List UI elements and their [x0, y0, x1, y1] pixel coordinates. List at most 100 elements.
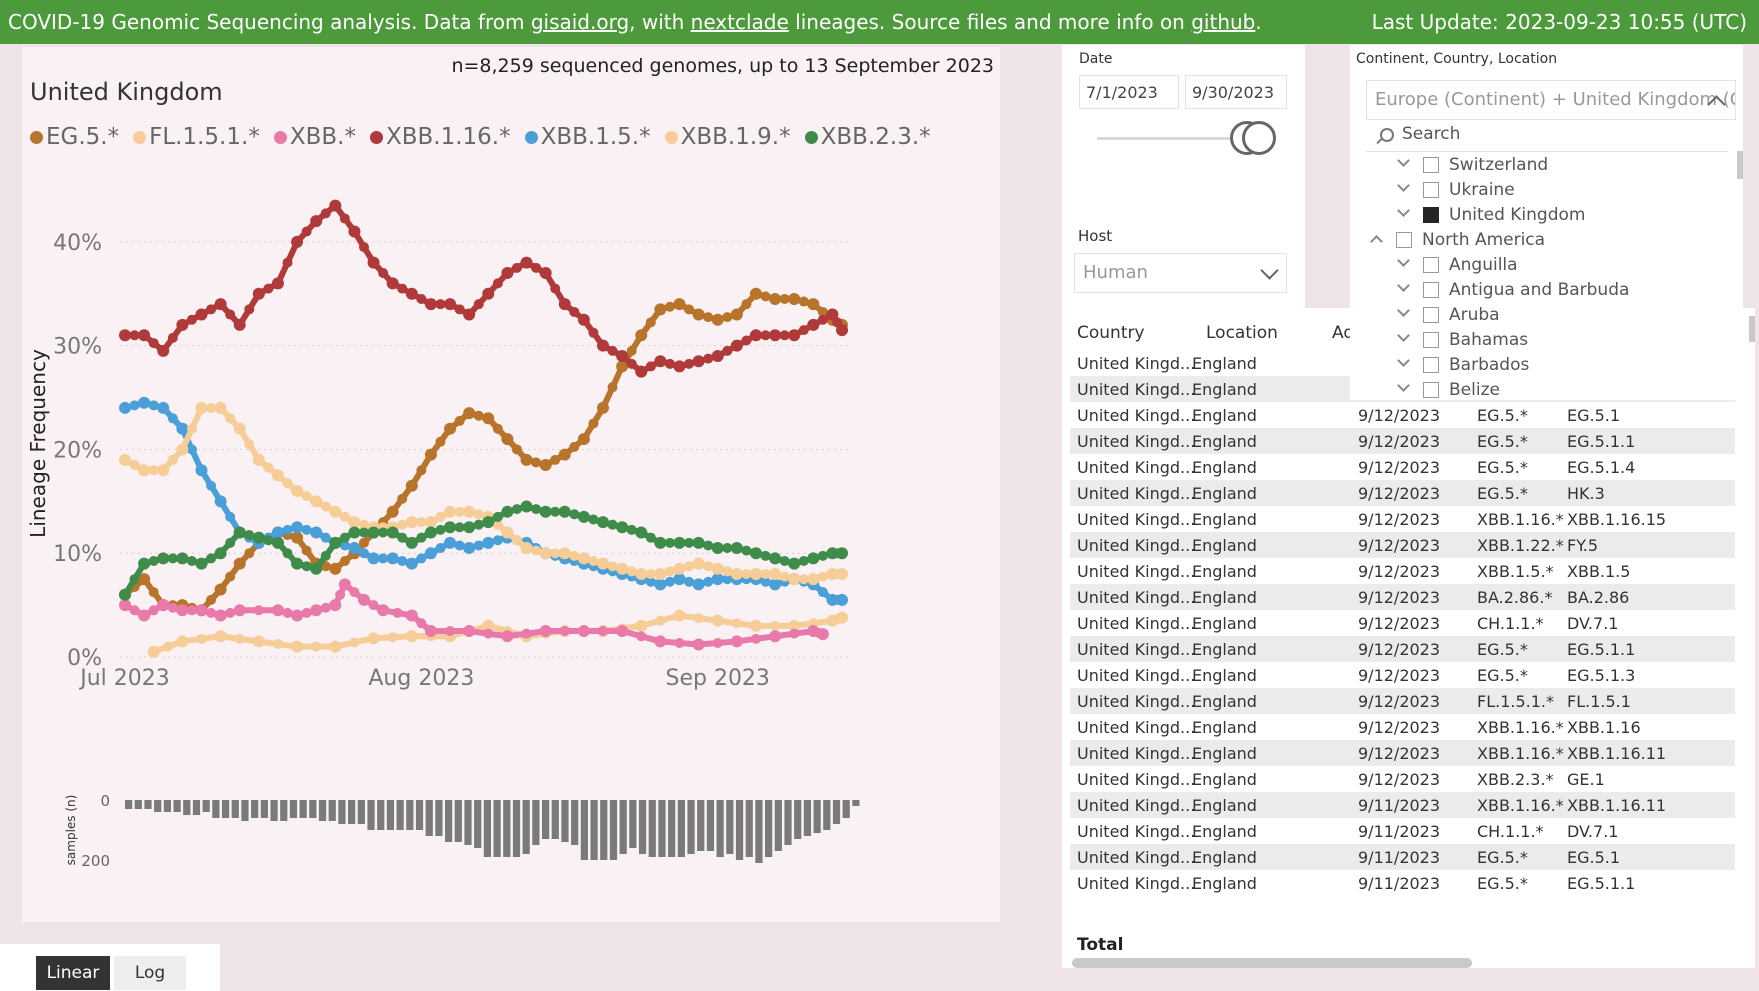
column-header-location[interactable]: Location — [1206, 323, 1278, 343]
table-row[interactable]: United Kingd... England 9/12/2023 XBB.1.16.… — [1070, 740, 1735, 766]
data-point — [435, 524, 446, 535]
chevron-down-icon[interactable] — [1397, 179, 1410, 192]
chevron-down-icon[interactable] — [1397, 329, 1410, 342]
legend-item[interactable]: EG.5.* — [30, 124, 119, 150]
table-horizontal-scrollbar[interactable] — [1072, 958, 1472, 968]
checkbox[interactable] — [1423, 357, 1439, 373]
data-point — [645, 317, 656, 328]
table-cell: United Kingd... — [1077, 640, 1196, 659]
data-point — [836, 547, 848, 560]
geo-option[interactable]: Anguilla — [1366, 253, 1728, 278]
date-end-input[interactable]: 9/30/2023 — [1185, 75, 1287, 109]
legend-item[interactable]: XBB.1.16.* — [369, 124, 511, 150]
geo-search-input[interactable]: Search — [1366, 120, 1728, 152]
table-row[interactable]: United Kingd... England 9/12/2023 XBB.2.3.*… — [1070, 766, 1735, 792]
chevron-down-icon[interactable] — [1397, 279, 1410, 292]
samples-bar — [726, 800, 734, 854]
geo-list-scrollbar[interactable] — [1737, 151, 1743, 179]
data-point — [138, 573, 151, 586]
data-point — [684, 304, 695, 315]
legend-item[interactable]: XBB.* — [273, 124, 356, 150]
date-slider-track[interactable] — [1097, 137, 1257, 140]
data-point — [271, 526, 284, 539]
legend-item[interactable]: XBB.2.3.* — [804, 124, 931, 150]
samples-bar — [280, 800, 288, 821]
gisaid-link[interactable]: gisaid.org — [530, 10, 630, 34]
table-cell: England — [1192, 666, 1257, 685]
geo-option[interactable]: North America — [1366, 228, 1728, 253]
data-point — [416, 465, 427, 476]
host-filter: Host Human — [1062, 215, 1305, 310]
column-header-country[interactable]: Country — [1077, 323, 1145, 343]
log-button[interactable]: Log — [114, 956, 186, 990]
github-link[interactable]: github — [1191, 10, 1256, 34]
host-select[interactable]: Human — [1074, 253, 1287, 293]
data-point — [492, 511, 503, 522]
table-row[interactable]: United Kingd... England 9/12/2023 XBB.1.22.… — [1070, 532, 1735, 558]
data-point — [531, 545, 542, 556]
table-row[interactable]: United Kingd... England 9/12/2023 EG.5.* EG.… — [1070, 636, 1735, 662]
table-row[interactable]: United Kingd... England 9/12/2023 EG.5.* EG.… — [1070, 428, 1735, 454]
table-row[interactable]: United Kingd... England 9/12/2023 EG.5.* EG.… — [1070, 402, 1735, 428]
table-row[interactable]: United Kingd... England 9/12/2023 XBB.1.16.… — [1070, 714, 1735, 740]
chevron-down-icon[interactable] — [1397, 304, 1410, 317]
table-row[interactable]: United Kingd... England 9/11/2023 EG.5.* EG.… — [1070, 844, 1735, 870]
data-point — [252, 287, 265, 300]
chevron-up-icon[interactable] — [1370, 235, 1383, 248]
chevron-down-icon[interactable] — [1397, 354, 1410, 367]
table-row[interactable]: United Kingd... England 9/11/2023 EG.5.* EG.… — [1070, 870, 1735, 895]
geo-option[interactable]: Ukraine — [1366, 178, 1728, 203]
table-row[interactable]: United Kingd... England 9/12/2023 BA.2.86.*… — [1070, 584, 1735, 610]
table-row[interactable]: United Kingd... England 9/12/2023 XBB.1.16.… — [1070, 506, 1735, 532]
geo-option[interactable]: United Kingdom — [1366, 203, 1728, 228]
checkbox[interactable] — [1423, 182, 1439, 198]
chevron-down-icon[interactable] — [1397, 154, 1410, 167]
chevron-down-icon[interactable] — [1397, 254, 1410, 267]
nextclade-link[interactable]: nextclade — [690, 10, 789, 34]
checkbox[interactable] — [1423, 157, 1439, 173]
legend-item[interactable]: FL.1.5.1.* — [133, 124, 260, 150]
table-cell: 9/12/2023 — [1358, 744, 1441, 763]
geo-option[interactable]: Antigua and Barbuda — [1366, 278, 1728, 303]
legend-item[interactable]: XBB.1.5.* — [524, 124, 651, 150]
legend-item[interactable]: XBB.1.9.* — [664, 124, 791, 150]
checkbox[interactable] — [1423, 282, 1439, 298]
checkbox[interactable] — [1423, 307, 1439, 323]
table-cell: DV.7.1 — [1567, 614, 1619, 633]
table-row[interactable]: United Kingd... England 9/12/2023 EG.5.* HK.… — [1070, 480, 1735, 506]
table-row[interactable]: United Kingd... England 9/12/2023 EG.5.* EG.… — [1070, 454, 1735, 480]
data-point — [463, 407, 476, 420]
checkbox[interactable] — [1423, 207, 1439, 223]
table-row[interactable]: United Kingd... England 9/12/2023 FL.1.5.1.… — [1070, 688, 1735, 714]
date-start-input[interactable]: 7/1/2023 — [1079, 75, 1179, 109]
data-point — [730, 635, 743, 648]
geo-option[interactable]: Belize — [1366, 378, 1728, 401]
data-point — [531, 262, 542, 273]
geo-option[interactable]: Bahamas — [1366, 328, 1728, 353]
table-row[interactable]: United Kingd... England 9/11/2023 CH.1.1.* D… — [1070, 818, 1735, 844]
geo-dropdown[interactable]: Europe (Continent) + United Kingdom (Cou… — [1366, 80, 1736, 120]
checkbox[interactable] — [1423, 332, 1439, 348]
date-slider-handle-end[interactable] — [1242, 121, 1276, 155]
geo-option[interactable]: Barbados — [1366, 353, 1728, 378]
linear-button[interactable]: Linear — [36, 956, 110, 990]
geo-option[interactable]: Aruba — [1366, 303, 1728, 328]
data-point — [511, 504, 522, 515]
geo-option[interactable]: Switzerland — [1366, 153, 1728, 178]
table-row[interactable]: United Kingd... England — [1070, 350, 1735, 376]
data-point — [416, 293, 427, 304]
checkbox[interactable] — [1423, 257, 1439, 273]
checkbox[interactable] — [1423, 382, 1439, 398]
table-row[interactable]: United Kingd... England 9/12/2023 XBB.1.5.*… — [1070, 558, 1735, 584]
table-row[interactable]: United Kingd... England 9/12/2023 CH.1.1.* D… — [1070, 610, 1735, 636]
table-row[interactable]: United Kingd... England 9/12/2023 EG.5.* EG.… — [1070, 662, 1735, 688]
samples-bar — [765, 800, 773, 857]
checkbox[interactable] — [1396, 232, 1412, 248]
chevron-down-icon[interactable] — [1397, 379, 1410, 392]
table-row[interactable]: United Kingd... England 9/11/2023 XBB.1.16.… — [1070, 792, 1735, 818]
table-scrollbar[interactable] — [1749, 316, 1755, 342]
data-point — [577, 552, 590, 565]
x-tick-label: Aug 2023 — [368, 666, 474, 691]
data-point — [397, 283, 408, 294]
chevron-down-icon[interactable] — [1397, 204, 1410, 217]
